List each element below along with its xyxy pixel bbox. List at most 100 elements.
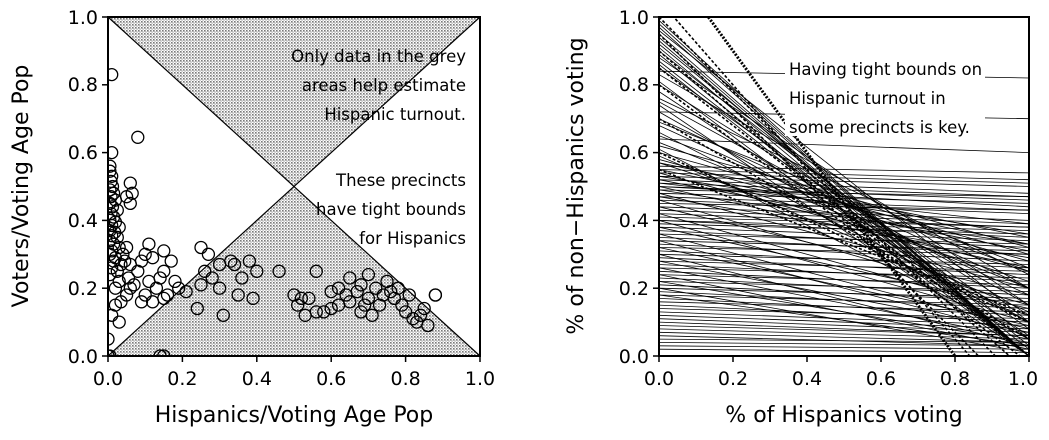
tomography-line <box>659 247 1029 326</box>
tomography-highlight-line <box>659 17 997 356</box>
scatter-point <box>298 308 312 322</box>
scatter-point <box>395 298 409 312</box>
shaded-region-upper-right <box>108 17 480 187</box>
tomography-highlight-line <box>659 33 980 356</box>
scatter-point <box>112 220 126 234</box>
tomography-highlight-line <box>659 151 1029 323</box>
scatter-point <box>142 274 156 289</box>
x-tick-label: 0.4 <box>792 368 822 390</box>
tomography-line <box>659 121 1029 269</box>
scatter-point <box>160 288 175 302</box>
scatter-point <box>194 278 208 292</box>
scatter-point <box>108 196 117 211</box>
y-axis-label: % of non−Hispanics voting <box>564 37 589 334</box>
annotation-key-line-1: Having tight bounds on <box>789 60 982 79</box>
scatter-point <box>108 190 118 204</box>
scatter-point <box>384 284 398 299</box>
scatter-point <box>291 298 305 312</box>
scatter-point <box>421 318 435 333</box>
scatter-point <box>108 349 117 356</box>
tomography-highlight-line <box>672 17 971 356</box>
tomography-line <box>659 189 1029 198</box>
annotation-key-line-3: some precincts is key. <box>789 118 970 137</box>
tomography-line <box>659 98 1029 275</box>
tomography-line <box>659 104 1029 356</box>
y-tick-label: 0.0 <box>619 346 649 368</box>
scatter-point <box>157 244 171 258</box>
scatter-point <box>369 281 383 295</box>
tomography-line <box>659 321 1029 337</box>
y-tick-label: 0.0 <box>68 346 98 368</box>
scatter-point <box>343 295 357 309</box>
y-ticks: 0.0 0.2 0.4 0.6 0.8 1.0 <box>619 7 659 368</box>
x-tick-label: 0.8 <box>940 368 970 390</box>
tomography-line <box>659 226 1029 309</box>
scatter-point <box>164 254 178 268</box>
tomography-line <box>659 325 1029 337</box>
scatter-point <box>119 190 134 204</box>
tomography-panel: Having tight bounds on Hispanic turnout … <box>564 7 1038 428</box>
scatter-point <box>231 288 245 302</box>
tomography-line <box>659 196 1029 259</box>
y-tick-label: 0.4 <box>619 210 649 232</box>
scatter-points <box>108 67 443 356</box>
tomography-highlight-line <box>659 84 1022 356</box>
scatter-point <box>131 264 145 278</box>
y-tick-label: 0.6 <box>619 142 649 164</box>
tomography-highlight-lines <box>659 17 1029 356</box>
tomography-line <box>659 165 1029 174</box>
tomography-line <box>659 274 1029 286</box>
tomography-line <box>659 138 1029 153</box>
scatter-point <box>190 301 204 316</box>
scatter-point <box>138 288 152 302</box>
scatter-point <box>108 169 119 183</box>
scatter-point <box>194 240 208 255</box>
scatter-point <box>250 264 264 278</box>
annotation-background <box>785 56 985 136</box>
annotation-tight-bounds-line-3: for Hispanics <box>359 229 466 248</box>
tomography-line <box>659 287 1029 299</box>
scatter-point <box>131 130 145 144</box>
scatter-point <box>246 291 260 306</box>
tomography-line <box>659 169 1029 181</box>
scatter-point <box>108 267 117 282</box>
tomography-line <box>659 206 1029 296</box>
tomography-line <box>659 26 1029 356</box>
scatter-point <box>216 308 230 322</box>
tomography-line <box>659 74 1029 289</box>
scatter-point <box>212 281 227 295</box>
scatter-point <box>201 247 216 261</box>
scatter-point <box>361 267 376 282</box>
tomography-highlight-line <box>659 118 1029 340</box>
scatter-point <box>309 264 323 278</box>
tomography-line <box>659 189 1029 245</box>
y-tick-label: 0.6 <box>68 142 98 164</box>
tomography-line <box>659 294 1029 347</box>
annotation-tight-bounds-line-2: have tight bounds <box>316 200 466 219</box>
scatter-point <box>350 284 364 299</box>
tomography-line <box>659 220 1029 323</box>
scatter-point <box>134 295 149 309</box>
tomography-line <box>659 81 1029 356</box>
scatter-point <box>138 247 152 261</box>
tomography-line <box>659 260 1029 272</box>
scatter-point <box>324 284 338 299</box>
scatter-point <box>317 305 331 319</box>
tomography-line <box>659 172 1029 272</box>
x-tick-label: 0.0 <box>644 368 674 390</box>
scatter-point <box>114 257 128 272</box>
scatter-point <box>145 295 160 309</box>
scatter-point <box>198 264 212 278</box>
tomography-line <box>659 40 1029 356</box>
tomography-line <box>659 179 1029 252</box>
scatter-point <box>108 332 115 346</box>
scatter-point <box>324 301 338 316</box>
scatter-point <box>127 278 141 292</box>
scatter-point <box>108 308 119 322</box>
scatter-point <box>235 271 249 285</box>
scatter-point <box>242 254 257 268</box>
x-tick-label: 0.8 <box>390 368 420 390</box>
annotation-grey-areas-line-3: Hispanic turnout. <box>324 105 466 124</box>
tomography-line <box>659 172 1029 184</box>
annotation-grey-areas-line-2: areas help estimate <box>302 76 466 95</box>
